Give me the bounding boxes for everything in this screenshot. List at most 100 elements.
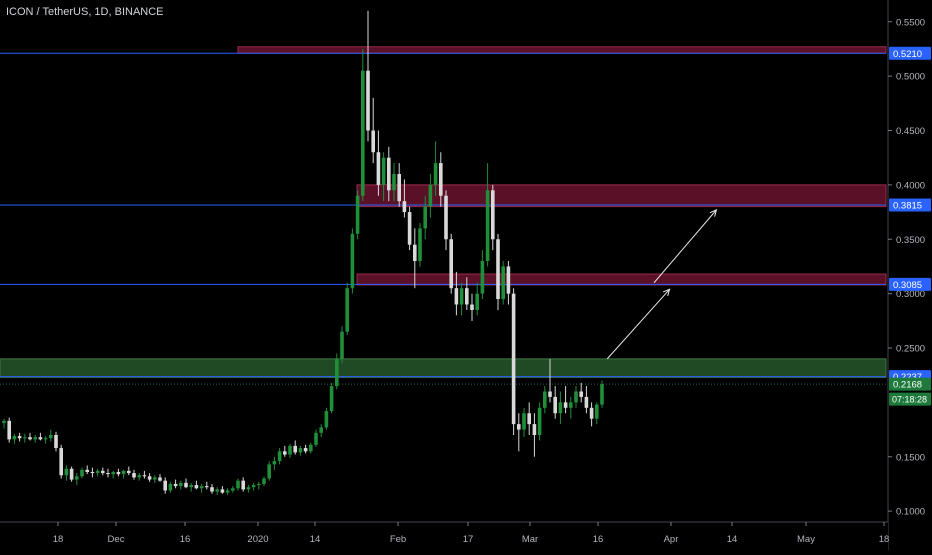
candle-body-96[interactable] [501,266,505,300]
candle-body-78[interactable] [407,212,412,245]
candle-body-77[interactable] [402,201,407,213]
candle-body-79[interactable] [413,244,417,261]
candle-body-62[interactable] [324,411,329,428]
candle-body-58[interactable] [303,448,308,452]
candle-body-23[interactable] [121,470,126,475]
candle-body-106[interactable] [553,396,557,414]
y-axis-panel[interactable] [888,0,932,550]
candle-body-103[interactable] [537,407,542,435]
candle-body-65[interactable] [340,331,344,359]
candle-body-85[interactable] [444,195,448,240]
candle-body-24[interactable] [127,470,131,474]
candle-body-114[interactable] [595,404,599,419]
candle-body-102[interactable] [532,424,537,435]
candle-body-18[interactable] [95,470,100,474]
candle-body-92[interactable] [480,261,485,294]
candle-body-7[interactable] [38,437,43,440]
candle-body-98[interactable] [511,293,516,425]
candle-body-97[interactable] [506,266,511,294]
candle-body-32[interactable] [168,483,173,491]
candle-body-86[interactable] [449,239,453,289]
candle-body-91[interactable] [475,293,479,310]
candle-body-42[interactable] [220,489,225,493]
candle-body-1[interactable] [7,420,11,440]
candle-body-64[interactable] [335,358,339,387]
candle-body-2[interactable] [12,436,17,440]
candle-body-46[interactable] [241,480,245,490]
candle-body-81[interactable] [423,206,427,229]
candle-body-101[interactable] [527,413,531,425]
candle-body-11[interactable] [59,448,63,476]
candle-body-4[interactable] [23,437,27,439]
candle-body-28[interactable] [147,476,152,480]
candle-body-12[interactable] [64,468,69,476]
candle-body-67[interactable] [350,233,355,289]
candle-body-51[interactable] [267,464,271,479]
candle-body-53[interactable] [277,451,282,462]
candle-body-70[interactable] [366,70,370,131]
candle-body-90[interactable] [470,304,474,310]
candle-body-87[interactable] [454,288,459,305]
candle-body-9[interactable] [49,435,53,439]
candle-body-89[interactable] [465,288,469,305]
candle-body-76[interactable] [397,174,401,202]
candle-body-20[interactable] [106,473,110,475]
candle-body-99[interactable] [517,424,521,430]
candle-body-61[interactable] [319,427,323,433]
candle-body-68[interactable] [355,195,360,234]
candle-body-27[interactable] [142,475,147,477]
candle-body-13[interactable] [69,468,74,480]
candle-body-25[interactable] [132,473,136,478]
candle-body-83[interactable] [433,163,438,185]
candle-body-41[interactable] [215,489,219,492]
candle-body-104[interactable] [543,391,547,408]
candle-body-54[interactable] [283,451,287,455]
candle-body-21[interactable] [111,471,115,475]
candle-body-39[interactable] [205,486,209,488]
candle-body-17[interactable] [90,471,95,474]
candle-body-34[interactable] [179,482,183,487]
candle-body-82[interactable] [428,184,433,207]
candle-body-59[interactable] [309,444,313,452]
candle-body-109[interactable] [569,402,573,408]
candle-body-31[interactable] [163,480,167,491]
candle-body-14[interactable] [75,476,79,480]
x-axis-panel[interactable] [0,522,888,550]
candle-body-35[interactable] [184,482,188,488]
candle-body-37[interactable] [194,485,199,489]
candle-body-43[interactable] [225,490,230,493]
candle-body-75[interactable] [392,174,396,191]
candle-body-66[interactable] [345,288,349,332]
candle-body-50[interactable] [262,478,266,484]
candle-body-73[interactable] [381,157,386,185]
candle-body-94[interactable] [491,190,495,240]
candle-body-19[interactable] [101,470,105,474]
candle-body-95[interactable] [496,239,500,300]
candle-body-63[interactable] [329,386,334,412]
candle-body-55[interactable] [288,445,292,455]
candle-body-45[interactable] [236,480,240,489]
candle-body-29[interactable] [153,477,157,480]
candle-body-105[interactable] [548,391,552,397]
candle-body-110[interactable] [574,391,578,403]
candle-body-108[interactable] [563,402,568,408]
candle-body-47[interactable] [246,487,251,490]
candle-body-10[interactable] [54,435,58,449]
candle-body-74[interactable] [387,157,391,191]
candle-body-115[interactable] [600,384,604,405]
candle-body-22[interactable] [116,471,121,475]
candle-body-88[interactable] [459,288,464,305]
candle-body-16[interactable] [85,469,89,472]
candle-body-60[interactable] [314,432,318,445]
candle-body-44[interactable] [231,488,235,491]
candle-body-69[interactable] [361,70,365,196]
candle-body-40[interactable] [210,487,214,492]
candle-body-57[interactable] [298,448,303,453]
candle-body-38[interactable] [199,486,204,489]
candle-body-72[interactable] [376,152,381,185]
candle-body-26[interactable] [137,475,141,478]
candle-body-33[interactable] [173,483,178,487]
candle-body-15[interactable] [80,469,84,477]
candle-body-30[interactable] [158,477,162,481]
